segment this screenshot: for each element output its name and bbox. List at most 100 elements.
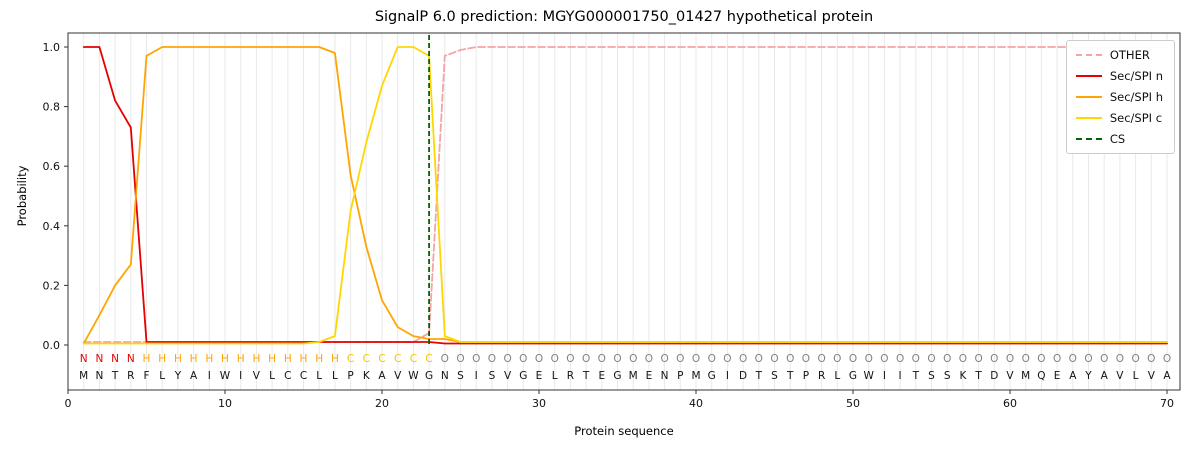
- region-label: C: [378, 353, 385, 365]
- residue-label: T: [582, 370, 590, 382]
- region-label: O: [629, 353, 637, 365]
- residue-label: T: [974, 370, 982, 382]
- y-ticks: 0.0 0.2 0.4 0.6 0.8 1.0: [43, 41, 68, 352]
- residue-label: S: [489, 370, 496, 382]
- region-label: O: [1147, 353, 1155, 365]
- region-label: O: [566, 353, 574, 365]
- region-label: O: [441, 353, 449, 365]
- residue-label: S: [944, 370, 951, 382]
- series-line-sec-spi-h: [82, 46, 1168, 345]
- region-label: O: [802, 353, 810, 365]
- region-label: O: [739, 353, 747, 365]
- residue-label: G: [519, 370, 527, 382]
- residue-label: M: [1021, 370, 1030, 382]
- region-label: O: [1037, 353, 1045, 365]
- residue-label: M: [79, 370, 88, 382]
- legend-label: Sec/SPI c: [1109, 111, 1163, 125]
- region-label: O: [1084, 353, 1092, 365]
- legend-item-sec-spi-h: Sec/SPI h: [1075, 90, 1163, 104]
- legend-line-sample: [1075, 117, 1102, 119]
- residue-label: P: [347, 370, 353, 382]
- residue-label: A: [378, 370, 386, 382]
- region-label: N: [127, 353, 135, 365]
- region-label: O: [613, 353, 621, 365]
- residue-label: F: [143, 370, 149, 382]
- region-label: O: [535, 353, 543, 365]
- region-label: H: [268, 353, 276, 365]
- chart-legend: OTHER Sec/SPI n Sec/SPI h Sec/SPI c CS: [1065, 40, 1175, 154]
- series-line-sec-spi-n: [82, 46, 1168, 345]
- residue-label: S: [771, 370, 778, 382]
- region-label: O: [456, 353, 464, 365]
- legend-item-cs: CS: [1075, 132, 1163, 146]
- residue-label: Y: [174, 370, 182, 382]
- residue-label: A: [1069, 370, 1077, 382]
- residue-label: R: [818, 370, 825, 382]
- region-label: O: [849, 353, 857, 365]
- region-label: O: [974, 353, 982, 365]
- region-label: O: [708, 353, 716, 365]
- region-label: O: [551, 353, 559, 365]
- residue-label: T: [786, 370, 794, 382]
- residue-label: L: [834, 370, 840, 382]
- region-label: H: [143, 353, 151, 365]
- region-label: O: [692, 353, 700, 365]
- residue-label: K: [959, 370, 967, 382]
- series-line-other: [82, 46, 1168, 343]
- region-label: O: [1006, 353, 1014, 365]
- residue-label: P: [677, 370, 683, 382]
- region-label: H: [221, 353, 229, 365]
- region-label: O: [959, 353, 967, 365]
- residue-label: P: [803, 370, 809, 382]
- residue-label: Y: [1084, 370, 1092, 382]
- region-label: O: [1022, 353, 1030, 365]
- region-label: O: [865, 353, 873, 365]
- residue-label: S: [457, 370, 464, 382]
- region-label: O: [896, 353, 904, 365]
- region-label: O: [488, 353, 496, 365]
- y-tick-label: 0.4: [43, 220, 61, 233]
- residue-label: Q: [1037, 370, 1045, 382]
- residue-label: T: [111, 370, 119, 382]
- residue-label: W: [408, 370, 419, 382]
- region-label: O: [1131, 353, 1139, 365]
- legend-item-sec-spi-c: Sec/SPI c: [1075, 111, 1163, 125]
- legend-item-other: OTHER: [1075, 48, 1163, 62]
- residue-label: K: [363, 370, 371, 382]
- residue-label: I: [239, 370, 242, 382]
- region-label: C: [347, 353, 354, 365]
- region-label: O: [912, 353, 920, 365]
- gridlines: [83, 33, 1168, 390]
- residue-label: E: [646, 370, 653, 382]
- region-label: O: [503, 353, 511, 365]
- region-label: O: [755, 353, 763, 365]
- y-tick-label: 0.2: [43, 279, 61, 292]
- residue-label: E: [536, 370, 543, 382]
- residue-label: V: [1148, 370, 1156, 382]
- residue-label: G: [708, 370, 716, 382]
- legend-line-sample: [1075, 54, 1102, 56]
- legend-label: Sec/SPI h: [1109, 90, 1163, 104]
- region-label: O: [723, 353, 731, 365]
- region-label: O: [1053, 353, 1061, 365]
- x-tick-label: 40: [689, 397, 703, 410]
- x-tick-label: 10: [218, 397, 232, 410]
- residue-label: L: [269, 370, 275, 382]
- residue-label: T: [912, 370, 920, 382]
- residue-label: L: [159, 370, 165, 382]
- residue-label: N: [661, 370, 669, 382]
- region-label: N: [95, 353, 103, 365]
- residue-label: D: [739, 370, 747, 382]
- legend-line-sample: [1075, 96, 1102, 98]
- region-label: O: [645, 353, 653, 365]
- residue-label: M: [691, 370, 700, 382]
- residue-label: V: [504, 370, 512, 382]
- residue-label: C: [284, 370, 291, 382]
- region-label: O: [770, 353, 778, 365]
- region-label: O: [676, 353, 684, 365]
- region-label: H: [300, 353, 308, 365]
- x-tick-label: 20: [375, 397, 389, 410]
